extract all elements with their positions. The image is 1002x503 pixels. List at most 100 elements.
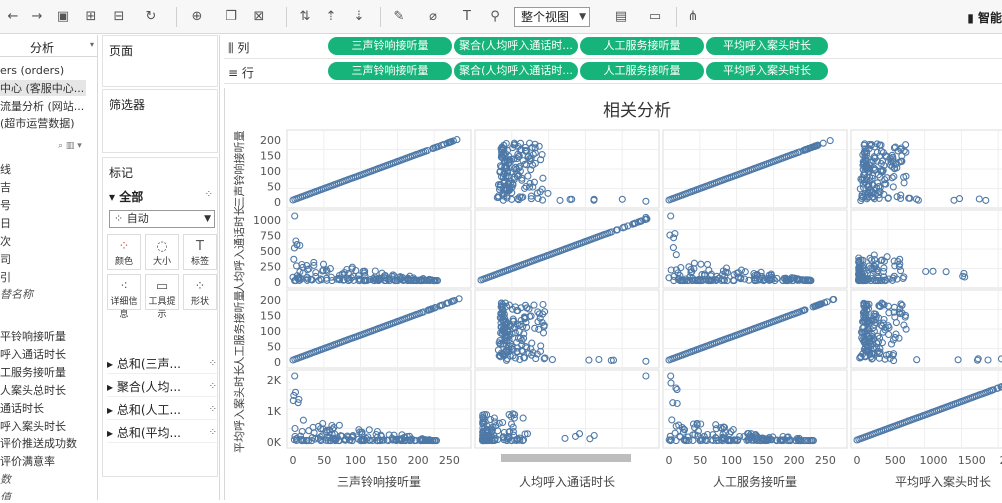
toolbar-separator xyxy=(176,7,177,27)
cards-pane: 页面 筛选器 标记 ▾ 全部 ⁘ ⁘ 自动 ▼ ⁘ 颜色 ◌ 大小 T 标签 ⁖… xyxy=(100,35,220,500)
pause-icon[interactable]: ⊟ xyxy=(110,8,128,26)
marks-field-icon: ⁘ xyxy=(209,354,217,374)
forward-icon[interactable]: → xyxy=(28,8,46,26)
brand-label[interactable]: ▮ 智能 xyxy=(967,9,1002,26)
label-button[interactable]: T 标签 xyxy=(183,234,217,270)
column-pill[interactable]: 人工服务接听量 xyxy=(580,37,704,55)
field-tools-icons[interactable]: ⌕ ▥ ▾ xyxy=(58,141,82,151)
datasource-item[interactable]: ers (orders) xyxy=(0,64,64,77)
measure-field[interactable]: 呼入案头时长 xyxy=(0,418,66,434)
dimension-field[interactable]: 司 xyxy=(0,251,11,267)
row-pill[interactable]: 聚合(人均呼入通话时... xyxy=(454,62,578,80)
duplicate-icon[interactable]: ❐ xyxy=(222,8,240,26)
datasource-item[interactable]: (超市运营数据) xyxy=(0,115,75,131)
chevron-down-icon[interactable]: ▾ xyxy=(90,40,94,49)
scatter-matrix[interactable]: 相关分析 050100150200三声铃响接听量02505007501000人均… xyxy=(225,88,1002,500)
present-icon[interactable]: ▭ xyxy=(646,8,664,26)
axis-placeholder xyxy=(501,454,631,462)
marks-field-row[interactable]: ▸ 总和(平均...⁘ xyxy=(107,423,219,443)
toolbar-separator xyxy=(380,7,381,27)
columns-shelf[interactable]: ⫼ 列 三声铃响接听量 聚合(人均呼入通话时... 人工服务接听量 平均呼入案头… xyxy=(224,35,1002,59)
dimension-field[interactable]: 号 xyxy=(0,197,11,213)
row-tick-label: 1000 xyxy=(253,214,281,227)
measure-field[interactable]: 呼入通话时长 xyxy=(0,346,66,362)
marks-field-icon: ⁘ xyxy=(209,400,217,420)
measure-field[interactable]: 通话时长 xyxy=(0,400,44,416)
tooltip-button[interactable]: ▭ 工具提示 xyxy=(145,274,179,310)
dimension-field[interactable]: 吉 xyxy=(0,179,11,195)
col-tick-label: 0 xyxy=(666,454,673,467)
col-tick-label: 50 xyxy=(693,454,707,467)
measure-values-field[interactable]: 值 xyxy=(0,489,11,500)
row-tick-label: 0 xyxy=(274,356,281,369)
measure-field[interactable]: 人案头总时长 xyxy=(0,382,66,398)
row-pill[interactable]: 人工服务接听量 xyxy=(580,62,704,80)
rows-shelf-text: 行 xyxy=(242,66,254,80)
size-button[interactable]: ◌ 大小 xyxy=(145,234,179,270)
swap-icon[interactable]: ⇅ xyxy=(296,8,314,26)
highlight-icon[interactable]: ✎ xyxy=(390,8,408,26)
group-icon[interactable]: ⌀ xyxy=(424,8,442,26)
share-icon[interactable]: ⋔ xyxy=(684,8,702,26)
chevron-down-icon: ▼ xyxy=(579,8,586,26)
fit-icon[interactable]: ▤ xyxy=(612,8,630,26)
rows-shelf[interactable]: ≡ 行 三声铃响接听量 聚合(人均呼入通话时... 人工服务接听量 平均呼入案头… xyxy=(224,60,1002,84)
marks-field-row[interactable]: ▸ 聚合(人均...⁘ xyxy=(107,377,219,397)
row-tick-label: 1K xyxy=(267,405,282,418)
sort-desc-icon[interactable]: ⇣ xyxy=(350,8,368,26)
sort-asc-icon[interactable]: ⇡ xyxy=(322,8,340,26)
detail-button[interactable]: ⁖ 详细信息 xyxy=(107,274,141,310)
view-mode-select[interactable]: 整个视图 ▼ xyxy=(514,7,590,27)
new-datasource-icon[interactable]: ⊞ xyxy=(82,8,100,26)
datasource-item[interactable]: 流量分析 (网站... xyxy=(0,98,84,114)
marks-field-label: 总和(人工... xyxy=(117,403,181,417)
refresh-icon[interactable]: ↻ xyxy=(142,8,160,26)
datasource-item[interactable]: 中心 (客服中心... xyxy=(0,80,86,96)
color-button[interactable]: ⁘ 颜色 xyxy=(107,234,141,270)
new-sheet-icon[interactable]: ⊕ xyxy=(188,8,206,26)
filters-card[interactable]: 筛选器 xyxy=(102,89,218,153)
pin-icon[interactable]: ⚲ xyxy=(486,8,504,26)
tab-analysis[interactable]: 分析 xyxy=(30,39,54,56)
back-icon[interactable]: ← xyxy=(4,8,22,26)
marks-card: 标记 ▾ 全部 ⁘ ⁘ 自动 ▼ ⁘ 颜色 ◌ 大小 T 标签 ⁖ 详细信息 ▭… xyxy=(102,157,218,477)
marks-all-label[interactable]: ▾ 全部 xyxy=(109,188,143,205)
col-tick-label: 200 xyxy=(784,454,805,467)
dimension-field[interactable]: 次 xyxy=(0,233,11,249)
size-icon: ◌ xyxy=(146,239,178,254)
pages-title: 页面 xyxy=(109,42,133,59)
row-tick-label: 50 xyxy=(267,341,281,354)
column-pill[interactable]: 平均呼入案头时长 xyxy=(706,37,828,55)
marks-field-row[interactable]: ▸ 总和(三声...⁘ xyxy=(107,354,219,374)
clear-icon[interactable]: ⊠ xyxy=(250,8,268,26)
column-pill[interactable]: 三声铃响接听量 xyxy=(328,37,452,55)
dimension-field[interactable]: 引 xyxy=(0,269,11,285)
row-pill[interactable]: 三声铃响接听量 xyxy=(328,62,452,80)
marks-all-icon: ⁘ xyxy=(205,189,213,200)
record-count-field[interactable]: 数 xyxy=(0,471,11,487)
dimension-field[interactable]: 线 xyxy=(0,161,11,177)
dimension-field[interactable]: 日 xyxy=(0,215,11,231)
measure-field[interactable]: 评价推送成功数 xyxy=(0,435,77,451)
mark-type-select[interactable]: ⁘ 自动 ▼ xyxy=(109,210,215,228)
marks-field-row[interactable]: ▸ 总和(人工...⁘ xyxy=(107,400,219,420)
save-icon[interactable]: ▣ xyxy=(54,8,72,26)
measure-field[interactable]: 平铃响接听量 xyxy=(0,328,66,344)
measure-field[interactable]: 评价满意率 xyxy=(0,453,55,469)
toolbar-separator xyxy=(286,7,287,27)
measure-names-field[interactable]: 替名称 xyxy=(0,286,33,302)
measure-field[interactable]: 工服务接听量 xyxy=(0,364,66,380)
col-tick-label: 100 xyxy=(345,454,366,467)
column-pill[interactable]: 聚合(人均呼入通话时... xyxy=(454,37,578,55)
color-label: 颜色 xyxy=(115,257,133,267)
shape-button[interactable]: ⁘ 形状 xyxy=(183,274,217,310)
col-tick-label: 0 xyxy=(290,454,297,467)
row-tick-label: 0K xyxy=(267,436,282,449)
marks-field-label: 总和(三声... xyxy=(117,357,181,371)
row-pill[interactable]: 平均呼入案头时长 xyxy=(706,62,828,80)
pages-card[interactable]: 页面 xyxy=(102,35,218,87)
label-icon[interactable]: T xyxy=(458,8,476,26)
col-tick-label: 150 xyxy=(752,454,773,467)
row-axis-title: 平均呼入案头时长 xyxy=(232,365,246,453)
